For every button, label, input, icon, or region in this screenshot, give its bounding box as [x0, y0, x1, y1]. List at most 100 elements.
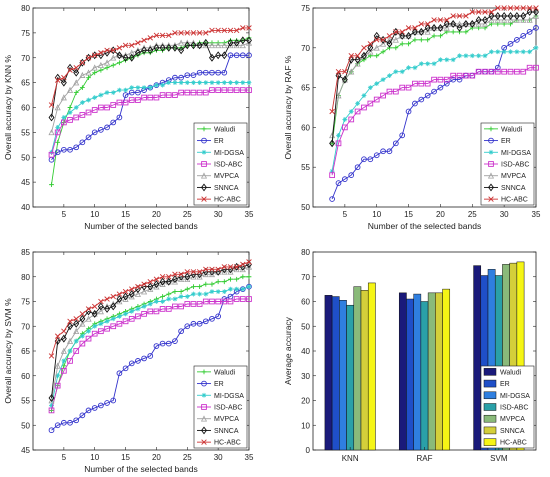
- data-point: [178, 275, 185, 283]
- y-tick-label: 70: [301, 273, 310, 282]
- data-point: [354, 55, 361, 64]
- data-point: [463, 29, 469, 35]
- data-point: [196, 320, 203, 327]
- data-point: [73, 327, 80, 334]
- y-tick-label: 60: [301, 123, 310, 132]
- y-tick-label: 40: [21, 203, 30, 212]
- y-tick-label: 75: [21, 29, 30, 38]
- data-point: [85, 109, 92, 116]
- x-tick-label: 35: [245, 453, 254, 462]
- data-point: [406, 41, 411, 47]
- data-point: [399, 31, 406, 40]
- data-point: [456, 13, 463, 19]
- data-point: [482, 68, 488, 75]
- data-point: [526, 29, 533, 35]
- data-point: [153, 308, 160, 315]
- data-point: [54, 129, 61, 136]
- data-point: [85, 335, 92, 342]
- data-point: [424, 92, 431, 99]
- data-point: [91, 405, 98, 411]
- legend-label: MVPCA: [214, 173, 239, 180]
- data-point: [380, 40, 387, 47]
- data-point: [171, 278, 178, 285]
- data-point: [110, 54, 117, 61]
- data-point: [418, 21, 425, 27]
- x-tick-label: 25: [183, 453, 192, 462]
- data-point: [437, 76, 444, 83]
- data-point: [228, 276, 233, 282]
- bar-waludi: [398, 292, 407, 451]
- data-point: [367, 85, 373, 90]
- data-point: [122, 99, 129, 106]
- legend-label: Waludi: [501, 126, 523, 133]
- data-point: [354, 60, 361, 67]
- data-point: [386, 36, 393, 43]
- data-point: [501, 5, 507, 11]
- data-point: [329, 196, 335, 202]
- legend-swatch: [483, 438, 497, 446]
- data-point: [533, 25, 539, 31]
- data-point: [501, 49, 507, 55]
- x-tick-label: 5: [62, 453, 67, 462]
- legend: Waludi ER MI-DGSA ISD-ABC MVPCA SNNCA HC-ABC: [480, 365, 535, 449]
- legend-item: MI-DGSA: [484, 150, 531, 157]
- data-point: [141, 304, 147, 309]
- data-point: [239, 87, 246, 93]
- data-point: [209, 298, 215, 305]
- y-tick-label: 75: [21, 298, 30, 307]
- data-point: [208, 270, 216, 278]
- data-point: [233, 42, 240, 49]
- data-point: [128, 360, 135, 367]
- legend-swatch: [483, 368, 497, 376]
- data-point: [171, 275, 178, 284]
- data-point: [202, 89, 209, 96]
- legend-item: HC-ABC: [483, 438, 527, 447]
- data-point: [361, 104, 367, 111]
- data-point: [424, 28, 431, 35]
- data-point: [98, 298, 104, 305]
- data-point: [54, 362, 61, 369]
- data-point: [335, 71, 342, 80]
- legend-marker: [488, 149, 494, 155]
- y-tick-label: 55: [21, 397, 30, 406]
- data-point: [117, 313, 122, 319]
- y-tick-label: 0: [306, 446, 311, 455]
- data-point: [526, 8, 533, 16]
- data-point: [160, 82, 165, 88]
- data-point: [443, 24, 450, 31]
- data-point: [104, 296, 110, 302]
- data-point: [196, 30, 203, 36]
- data-point: [73, 348, 80, 354]
- data-point: [79, 412, 86, 419]
- data-point: [86, 328, 91, 334]
- data-point: [128, 97, 135, 103]
- data-point: [128, 89, 135, 96]
- series-mi-dgsa: [49, 284, 252, 408]
- data-point: [190, 269, 197, 275]
- data-point: [166, 80, 172, 86]
- data-point: [79, 112, 86, 118]
- data-point: [520, 12, 527, 20]
- data-point: [116, 51, 123, 59]
- data-point: [73, 114, 80, 121]
- x-tick-label: 10: [90, 210, 99, 219]
- legend-marker: [201, 439, 207, 445]
- data-point: [386, 148, 393, 155]
- data-point: [209, 80, 215, 86]
- data-point: [329, 172, 335, 179]
- data-point: [154, 299, 159, 304]
- data-point: [209, 315, 215, 322]
- data-point: [399, 132, 406, 139]
- data-point: [246, 36, 252, 45]
- data-point: [61, 115, 67, 120]
- data-point: [196, 269, 203, 275]
- data-point: [147, 301, 153, 307]
- data-point: [501, 12, 508, 20]
- data-point: [67, 146, 73, 153]
- data-point: [431, 61, 437, 67]
- data-point: [122, 365, 129, 372]
- data-point: [98, 328, 104, 335]
- data-point: [190, 41, 197, 50]
- data-point: [246, 87, 252, 93]
- data-point: [475, 15, 482, 24]
